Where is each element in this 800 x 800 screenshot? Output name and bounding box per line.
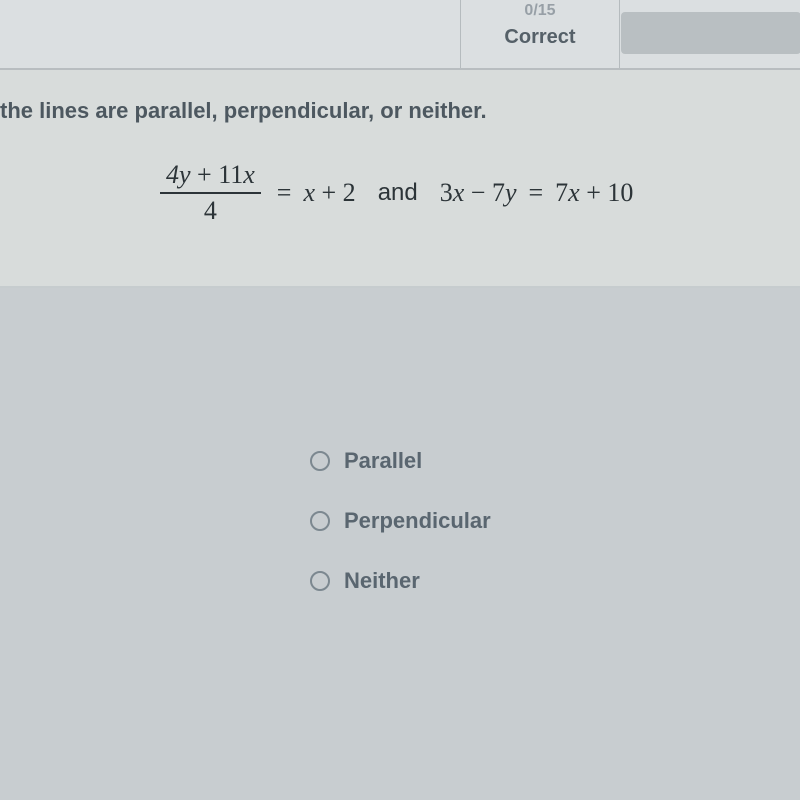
top-bar: 0/15 Correct [0,0,800,70]
equation: 4y + 11x 4 = x + 2 and 3x − 7y = 7x + 10 [0,160,792,226]
option-label: Perpendicular [344,508,491,534]
radio-icon [310,511,330,531]
score-status: Correct [461,26,619,49]
lhs-2: 3x − 7y [440,178,517,208]
question-prompt: the lines are parallel, perpendicular, o… [0,98,792,124]
equals-sign-2: = [529,178,544,208]
score-box: 0/15 Correct [460,0,620,68]
radio-icon [310,451,330,471]
radio-icon [310,571,330,591]
answer-options: Parallel Perpendicular Neither [0,288,800,628]
score-fraction: 0/15 [461,2,619,20]
rhs-2: 7x + 10 [555,178,633,208]
option-neither[interactable]: Neither [310,568,420,594]
next-button[interactable] [621,12,800,54]
option-label: Parallel [344,448,422,474]
fraction-denominator: 4 [204,194,217,226]
equation-fraction: 4y + 11x 4 [160,160,261,226]
rhs-1: x + 2 [303,178,355,208]
connector-and: and [378,179,418,207]
option-perpendicular[interactable]: Perpendicular [310,508,491,534]
fraction-numerator: 4y + 11x [160,160,261,194]
option-parallel[interactable]: Parallel [310,448,422,474]
equals-sign-1: = [277,178,292,208]
option-label: Neither [344,568,420,594]
question-panel: the lines are parallel, perpendicular, o… [0,70,800,288]
